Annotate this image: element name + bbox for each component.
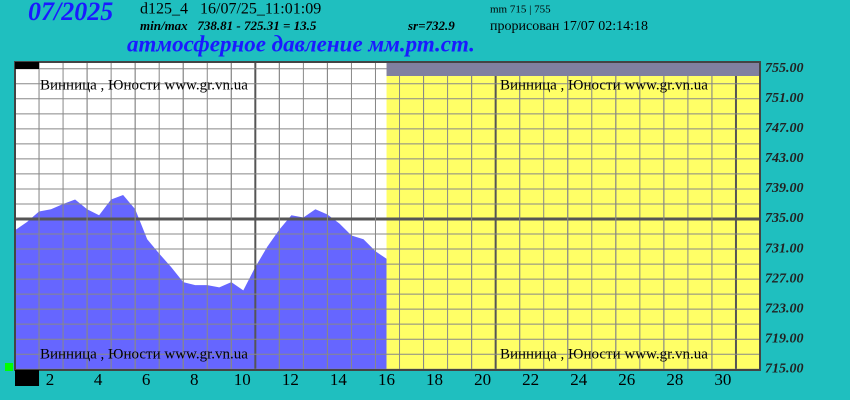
x-tick-label: 24 <box>570 370 588 389</box>
x-tick-label: 20 <box>474 370 491 389</box>
y-tick-label: 723.00 <box>765 301 804 316</box>
y-tick-label: 731.00 <box>765 241 804 256</box>
station-info: d125_4 16/07/25_11:01:09 <box>140 1 321 18</box>
x-tick-label: 2 <box>46 370 55 389</box>
x-tick-label: 12 <box>282 370 299 389</box>
mean: sr=732.9 <box>407 18 455 33</box>
period: 07/2025 <box>28 0 113 26</box>
x-tick-label: 22 <box>522 370 539 389</box>
y-tick-label: 747.00 <box>765 121 804 136</box>
marker <box>5 363 13 371</box>
y-tick-label: 743.00 <box>765 151 804 166</box>
watermark: Винница , Юности www.gr.vn.ua <box>500 346 708 362</box>
range-info: mm 715 | 755 <box>490 4 551 16</box>
y-tick-label: 739.00 <box>765 181 804 196</box>
y-tick-label: 735.00 <box>765 211 804 226</box>
x-tick-label: 16 <box>378 370 395 389</box>
y-tick-label: 727.00 <box>765 271 804 286</box>
watermark: Винница , Юности www.gr.vn.ua <box>500 77 708 93</box>
plot-frame <box>14 61 761 371</box>
pressure-area <box>15 195 387 370</box>
watermark: Винница , Юности www.gr.vn.ua <box>40 346 248 362</box>
minmax: min/max 738.81 - 725.31 = 13.5 <box>140 18 317 33</box>
watermark: Винница , Юности www.gr.vn.ua <box>40 77 248 93</box>
chart-title: атмосферное давление мм.рт.ст. <box>127 31 475 56</box>
rendered: прорисован 17/07 02:14:18 <box>490 19 648 34</box>
y-tick-label: 719.00 <box>765 331 804 346</box>
x-tick-label: 10 <box>234 370 251 389</box>
day-marker <box>15 62 40 69</box>
x-tick-label: 8 <box>190 370 199 389</box>
x-tick-label: 14 <box>330 370 348 389</box>
future-area <box>386 62 760 370</box>
y-tick-label: 751.00 <box>765 91 804 106</box>
x-tick-label: 26 <box>618 370 635 389</box>
y-tick-label: 715.00 <box>765 361 804 376</box>
limit-band <box>386 62 760 76</box>
x-tick-label: 4 <box>94 370 103 389</box>
day-marker <box>15 370 40 386</box>
y-tick-label: 755.00 <box>765 61 804 76</box>
x-tick-label: 28 <box>666 370 683 389</box>
x-tick-label: 18 <box>426 370 443 389</box>
x-tick-label: 6 <box>142 370 151 389</box>
x-tick-label: 30 <box>714 370 731 389</box>
